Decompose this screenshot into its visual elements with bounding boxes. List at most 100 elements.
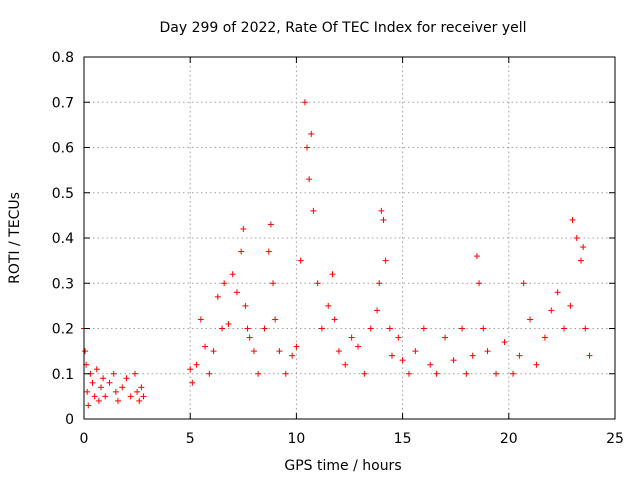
data-point [354, 343, 361, 350]
data-point [89, 379, 96, 386]
data-point [578, 257, 585, 264]
data-point [527, 316, 534, 323]
data-point [229, 271, 236, 278]
data-point [244, 325, 251, 332]
data-point [187, 366, 194, 373]
data-point [310, 207, 317, 214]
data-point [82, 348, 89, 355]
data-point [297, 257, 304, 264]
data-point [329, 271, 336, 278]
data-point [367, 325, 374, 332]
data-point [95, 397, 102, 404]
data-point [561, 325, 568, 332]
data-point [374, 307, 381, 314]
data-point [276, 348, 283, 355]
data-point [459, 325, 466, 332]
data-point [210, 348, 217, 355]
data-point [395, 334, 402, 341]
x-tick-label: 20 [500, 431, 518, 447]
x-tick-label: 0 [80, 431, 89, 447]
data-point [131, 370, 138, 377]
y-tick-label: 0.4 [52, 231, 74, 247]
x-tick-label: 15 [394, 431, 412, 447]
data-point [134, 388, 141, 395]
data-point [318, 325, 325, 332]
data-point [331, 316, 338, 323]
data-point [380, 216, 387, 223]
y-tick-label: 0.5 [52, 186, 74, 202]
data-point [138, 384, 145, 391]
data-point [582, 325, 589, 332]
data-point [476, 280, 483, 287]
data-point [325, 302, 332, 309]
data-point [112, 388, 119, 395]
data-point [106, 379, 113, 386]
y-tick-label: 0.1 [52, 367, 74, 383]
data-point [102, 393, 109, 400]
data-point [420, 325, 427, 332]
data-point [308, 130, 315, 137]
data-point [510, 370, 517, 377]
data-point [573, 235, 580, 241]
data-point [382, 257, 389, 264]
chart-title: Day 299 of 2022, Rate Of TEC Index for r… [159, 20, 526, 36]
data-point [314, 280, 321, 287]
y-tick-label: 0 [65, 412, 74, 428]
data-point [93, 366, 100, 373]
data-point [442, 334, 449, 341]
data-point [84, 388, 91, 395]
data-point [469, 352, 476, 359]
data-points [81, 99, 593, 409]
data-point [240, 225, 247, 232]
data-point [250, 348, 257, 355]
data-point [100, 375, 107, 382]
data-point [289, 352, 296, 359]
x-tick-label: 5 [186, 431, 195, 447]
data-point [450, 357, 457, 364]
data-point [233, 289, 240, 296]
data-point [567, 302, 574, 309]
data-point [533, 361, 540, 368]
data-point [91, 393, 98, 400]
data-point [480, 325, 487, 332]
data-point [219, 325, 226, 332]
data-point [548, 307, 555, 314]
data-point [265, 248, 272, 255]
data-point [569, 216, 576, 223]
data-point [306, 176, 313, 183]
data-point [197, 316, 204, 323]
data-point [378, 207, 385, 214]
x-tick-label: 10 [287, 431, 305, 447]
data-point [386, 325, 393, 332]
data-point [127, 393, 134, 400]
data-point [255, 370, 262, 377]
data-point [206, 370, 213, 377]
data-point [399, 357, 406, 364]
data-point [293, 343, 300, 350]
data-point [348, 334, 355, 341]
data-point [484, 348, 491, 355]
data-point [427, 361, 434, 368]
data-point [261, 325, 268, 332]
data-point [282, 370, 289, 377]
data-point [136, 397, 143, 404]
data-point [238, 248, 245, 255]
data-point [267, 221, 274, 228]
data-point [270, 280, 277, 287]
data-point [342, 361, 349, 368]
data-point [225, 320, 232, 327]
data-point [501, 339, 508, 346]
y-tick-label: 0.6 [52, 141, 74, 157]
data-point [580, 244, 587, 251]
x-tick-label: 25 [606, 431, 624, 447]
data-point [272, 316, 279, 323]
x-axis-ticks: 0 5 10 15 20 25 [80, 57, 624, 447]
y-tick-label: 0.7 [52, 95, 74, 111]
data-point [189, 379, 196, 386]
data-point [85, 402, 92, 409]
data-point [97, 384, 104, 391]
y-axis-ticks: 0 0.1 0.2 0.3 0.4 0.5 0.6 0.7 0.8 [52, 50, 615, 428]
data-point [301, 99, 308, 106]
data-point [214, 293, 221, 300]
